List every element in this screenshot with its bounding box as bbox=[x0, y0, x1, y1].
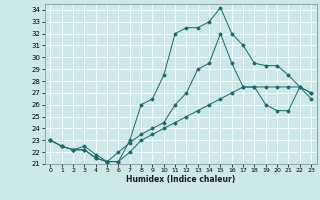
X-axis label: Humidex (Indice chaleur): Humidex (Indice chaleur) bbox=[126, 175, 236, 184]
